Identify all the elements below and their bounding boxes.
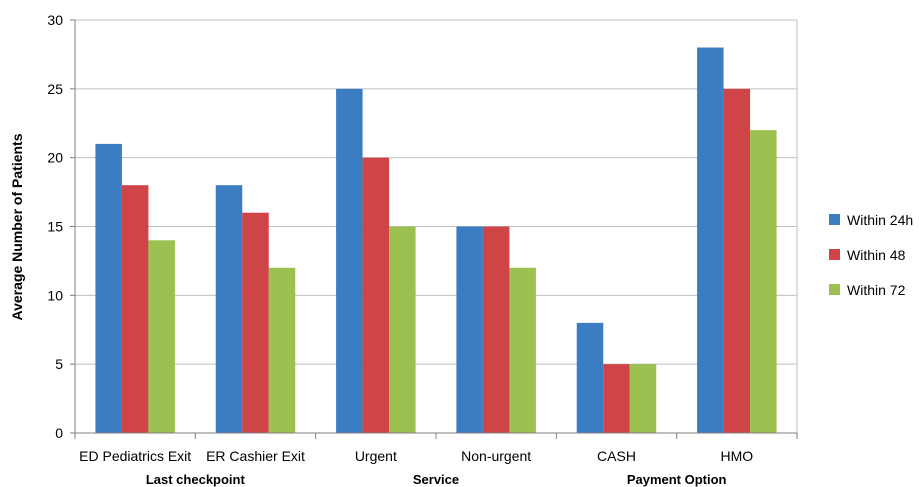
y-tick-label: 30 <box>47 12 63 28</box>
legend-swatch <box>829 214 840 225</box>
gridlines <box>75 19 798 433</box>
x-tick-label: Non-urgent <box>461 448 531 464</box>
x-tick-label: ED Pediatrics Exit <box>79 448 191 464</box>
legend-label: Within 48 <box>847 247 906 263</box>
x-tick-label: Urgent <box>355 448 397 464</box>
bar <box>268 267 296 433</box>
y-tick-label: 15 <box>47 219 63 235</box>
legend-label: Within 24h <box>847 212 913 228</box>
x-group-label: Service <box>413 472 459 487</box>
y-tick-label: 10 <box>47 287 63 303</box>
x-group-label: Last checkpoint <box>146 472 246 487</box>
bars <box>95 47 777 434</box>
bar <box>362 157 390 433</box>
bar <box>242 212 269 433</box>
bar <box>576 322 604 433</box>
legend-swatch <box>829 249 840 260</box>
bar <box>750 130 777 433</box>
y-tick-label: 25 <box>47 81 63 97</box>
bar <box>603 364 630 433</box>
bar <box>723 88 751 433</box>
y-tick-label: 20 <box>47 150 63 166</box>
bar <box>215 185 243 433</box>
y-tick-label: 5 <box>55 356 63 372</box>
y-tick-label: 0 <box>55 425 63 441</box>
bar <box>629 364 657 433</box>
x-tick-label: ER Cashier Exit <box>206 448 305 464</box>
bar <box>456 226 483 433</box>
bar <box>482 226 510 433</box>
bar <box>336 88 363 433</box>
x-group-label: Payment Option <box>627 472 727 487</box>
legend-label: Within 72 <box>847 282 906 298</box>
x-tick-label: CASH <box>597 448 636 464</box>
bar <box>148 240 175 433</box>
y-axis-title: Average Number of Patients <box>9 133 25 320</box>
bar <box>95 143 122 433</box>
bar <box>509 267 536 433</box>
bar <box>697 47 724 434</box>
axes: 0 5 10 15 20 25 30 ED Pediatrics Exit ER Cashier… <box>47 12 798 487</box>
legend-swatch <box>829 284 840 295</box>
bar <box>389 226 416 433</box>
legend: Within 24h Within 48 Within 72 <box>829 212 913 298</box>
bar <box>121 185 149 433</box>
x-tick-label: HMO <box>720 448 753 464</box>
